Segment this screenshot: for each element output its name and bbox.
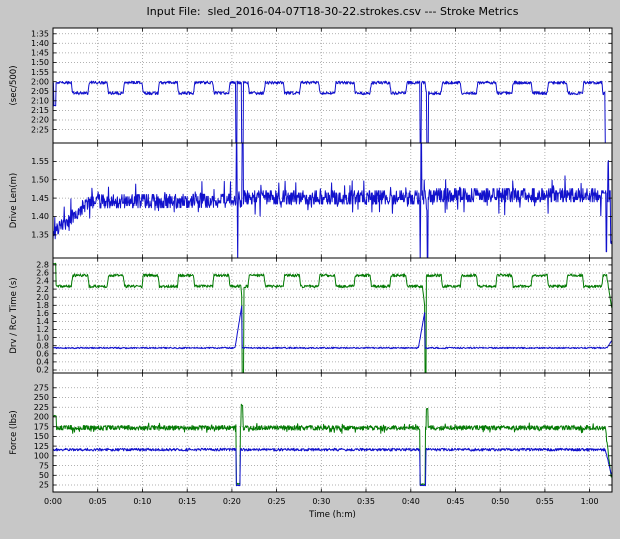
y-tick-labels: 1:351:401:451:501:552:002:052:102:152:20… [31,30,49,135]
y-tick-labels: 0.20.40.60.81.01.21.41.61.82.02.22.42.62… [36,261,49,375]
y-axis-label: Drv / Rcv Time (s) [9,277,19,353]
svg-text:1.2: 1.2 [36,325,49,334]
svg-text:0.6: 0.6 [36,350,49,359]
svg-text:2:10: 2:10 [31,97,49,106]
y-axis-label: Force (lbs) [9,410,19,455]
svg-text:1:50: 1:50 [31,58,49,67]
svg-text:2.6: 2.6 [36,269,49,278]
grid-lines [53,258,612,373]
svg-text:0.2: 0.2 [36,366,49,375]
svg-text:75: 75 [39,461,49,470]
tick-marks [52,28,612,143]
svg-text:0:55: 0:55 [536,497,554,506]
svg-text:250: 250 [34,393,49,402]
svg-text:0:25: 0:25 [268,497,286,506]
svg-text:2:05: 2:05 [31,87,49,96]
svg-text:1:55: 1:55 [31,68,49,77]
svg-text:2:20: 2:20 [31,116,49,125]
series-drive-time-s [53,305,612,350]
svg-text:25: 25 [39,481,49,490]
svg-text:0:20: 0:20 [223,497,241,506]
svg-text:1.0: 1.0 [36,333,49,342]
svg-text:2:15: 2:15 [31,106,49,115]
svg-text:225: 225 [34,403,49,412]
svg-text:175: 175 [34,422,49,431]
series-recovery-time-s [53,262,612,373]
subplot-drive-length: 1.35 1.40 1.45 1.50 1.55 Drive Len(m) [9,142,613,259]
tick-marks [52,258,612,373]
svg-text:1.45: 1.45 [31,194,49,203]
series-avg-force-lbs [53,447,612,487]
y-axis-label: (sec/500) [9,65,19,105]
svg-text:0:00: 0:00 [44,497,62,506]
svg-text:0:15: 0:15 [178,497,196,506]
svg-text:200: 200 [34,413,49,422]
axes-border [52,372,613,493]
svg-text:150: 150 [34,432,49,441]
svg-text:125: 125 [34,442,49,451]
svg-text:2.0: 2.0 [36,293,49,302]
svg-text:0.8: 0.8 [36,341,49,350]
subplot-pace: 1:351:401:451:501:552:002:052:102:152:20… [9,27,613,144]
svg-text:0:45: 0:45 [447,497,465,506]
svg-text:0:05: 0:05 [89,497,107,506]
svg-text:1:35: 1:35 [31,30,49,39]
y-tick-labels: 1.35 1.40 1.45 1.50 1.55 [31,157,49,240]
series-pace-sec-per-500 [53,80,606,143]
svg-text:1:40: 1:40 [31,39,49,48]
svg-text:50: 50 [39,471,49,480]
svg-text:1.8: 1.8 [36,301,49,310]
svg-text:2.2: 2.2 [36,285,49,294]
svg-text:1:45: 1:45 [31,49,49,58]
svg-text:275: 275 [34,384,49,393]
svg-text:0:40: 0:40 [402,497,420,506]
x-tick-labels: 0:00 0:05 0:10 0:15 0:20 0:25 0:30 0:35 0:40 0:45… [44,497,599,506]
svg-text:0.4: 0.4 [36,358,49,367]
series-drive-length-m [53,143,612,258]
svg-text:1.50: 1.50 [31,175,49,184]
subplot-drv-rcv-time: 0.20.40.60.81.01.21.41.61.82.02.22.42.62… [9,257,613,375]
svg-text:1.6: 1.6 [36,309,49,318]
svg-text:0:10: 0:10 [133,497,151,506]
svg-text:2.4: 2.4 [36,277,49,286]
svg-text:2:00: 2:00 [31,77,49,86]
figure-title: Input File: sled_2016-04-07T18-30-22.str… [146,5,519,18]
svg-text:0:50: 0:50 [491,497,509,506]
svg-text:0:35: 0:35 [357,497,375,506]
svg-text:1.4: 1.4 [36,317,49,326]
svg-text:1.55: 1.55 [31,157,49,166]
x-axis-label: Time (h:m) [308,510,356,520]
grid-lines [53,28,612,143]
svg-text:100: 100 [34,452,49,461]
svg-text:1.35: 1.35 [31,231,49,240]
y-axis-label: Drive Len(m) [9,173,19,228]
svg-text:2:25: 2:25 [31,125,49,134]
svg-text:1:00: 1:00 [581,497,599,506]
svg-text:2.8: 2.8 [36,261,49,270]
series-peak-force-lbs [53,403,612,486]
svg-text:0:30: 0:30 [312,497,330,506]
svg-text:1.40: 1.40 [31,212,49,221]
